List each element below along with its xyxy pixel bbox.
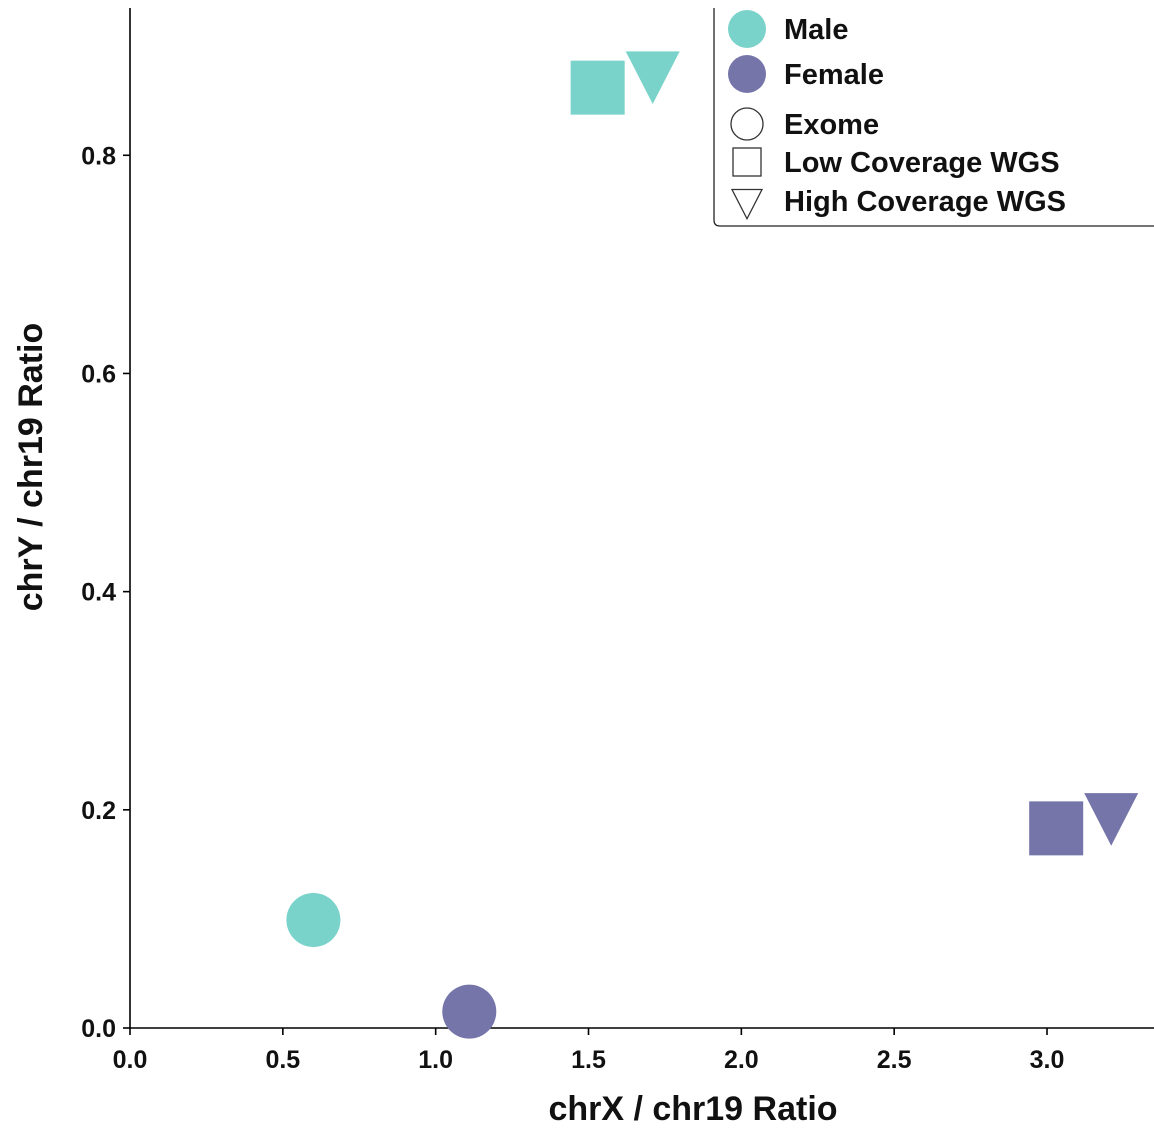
legend-item-male: Male [728,10,848,48]
x-tick-label: 1.0 [418,1046,453,1074]
y-axis-label: chrY / chr19 Ratio [12,323,50,612]
data-point-male-square [570,60,625,115]
data-point-male-circle [286,893,341,947]
legend-frame [713,8,1154,227]
legend: Male Female Exome Low Coverage WGS High Cove… [713,8,1154,227]
ticks-layer: 0.0 0.5 1.0 1.5 2.0 2.5 3.0 0.0 0.2 0.4 0.6 0.8 [81,142,1064,1074]
x-axis-label: chrX / chr19 Ratio [548,1090,837,1127]
legend-shape-square [732,147,762,177]
axes-layer [129,8,1154,1029]
x-tick-label: 1.5 [571,1046,606,1074]
legend-item-triangle-down: High Coverage WGS [730,186,1066,221]
legend-shape-triangle-down [730,188,764,221]
x-tick-label: 2.0 [724,1046,759,1074]
legend-item-square: Low Coverage WGS [732,147,1060,179]
x-tick-label: 0.5 [265,1046,300,1074]
y-tick-label: 0.8 [81,142,116,170]
data-point-female-circle [442,984,497,1039]
data-point-female-square [1029,801,1084,856]
legend-label: Male [784,14,848,46]
points-layer [286,51,1139,1039]
x-tick-label: 0.0 [113,1046,148,1074]
legend-label: Exome [784,109,879,141]
x-tick-label: 2.5 [877,1046,912,1074]
y-tick-label: 0.6 [81,360,116,388]
legend-label: Female [784,59,884,91]
legend-label: Low Coverage WGS [784,147,1060,179]
y-tick-label: 0.0 [81,1015,116,1043]
legend-item-circle: Exome [730,107,879,141]
legend-item-female: Female [728,55,884,93]
x-tick-label: 3.0 [1030,1046,1065,1074]
legend-color-swatch [728,10,766,48]
legend-color-swatch [728,55,766,93]
legend-shape-circle [730,107,764,141]
data-point-female-triangle-down [1084,793,1139,846]
y-tick-label: 0.2 [81,797,116,825]
data-point-male-triangle-down [625,51,680,104]
legend-label: High Coverage WGS [784,186,1066,218]
y-tick-label: 0.4 [81,579,116,607]
